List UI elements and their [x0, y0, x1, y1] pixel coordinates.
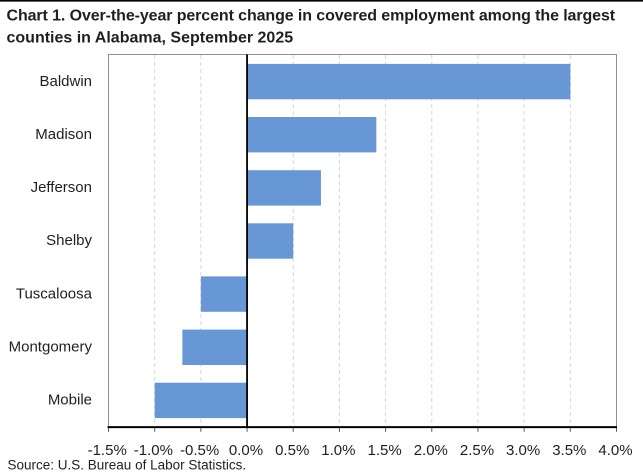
svg-text:3.0%: 3.0%	[506, 442, 540, 459]
svg-text:3.5%: 3.5%	[552, 442, 586, 459]
svg-text:-1.0%: -1.0%	[134, 442, 173, 459]
svg-text:Chart 1. Over-the-year percent: Chart 1. Over-the-year percent change in…	[7, 7, 616, 24]
svg-text:1.5%: 1.5%	[367, 442, 401, 459]
svg-text:1.0%: 1.0%	[321, 442, 355, 459]
svg-text:Source: U.S. Bureau of Labor S: Source: U.S. Bureau of Labor Statistics.	[8, 458, 247, 473]
svg-text:4.0%: 4.0%	[598, 442, 632, 459]
svg-text:Shelby: Shelby	[46, 232, 92, 249]
svg-text:-0.5%: -0.5%	[180, 442, 219, 459]
svg-text:-1.5%: -1.5%	[88, 442, 127, 459]
svg-text:Tuscaloosa: Tuscaloosa	[16, 285, 93, 302]
svg-text:Baldwin: Baldwin	[39, 73, 92, 90]
svg-text:0.0%: 0.0%	[229, 442, 263, 459]
svg-text:2.5%: 2.5%	[460, 442, 494, 459]
svg-text:Madison: Madison	[35, 126, 92, 143]
svg-text:Mobile: Mobile	[48, 392, 92, 409]
svg-text:Montgomery: Montgomery	[9, 339, 93, 356]
svg-text:0.5%: 0.5%	[275, 442, 309, 459]
svg-text:counties in Alabama, September: counties in Alabama, September 2025	[7, 29, 294, 46]
svg-text:Jefferson: Jefferson	[31, 179, 92, 196]
svg-text:2.0%: 2.0%	[414, 442, 448, 459]
